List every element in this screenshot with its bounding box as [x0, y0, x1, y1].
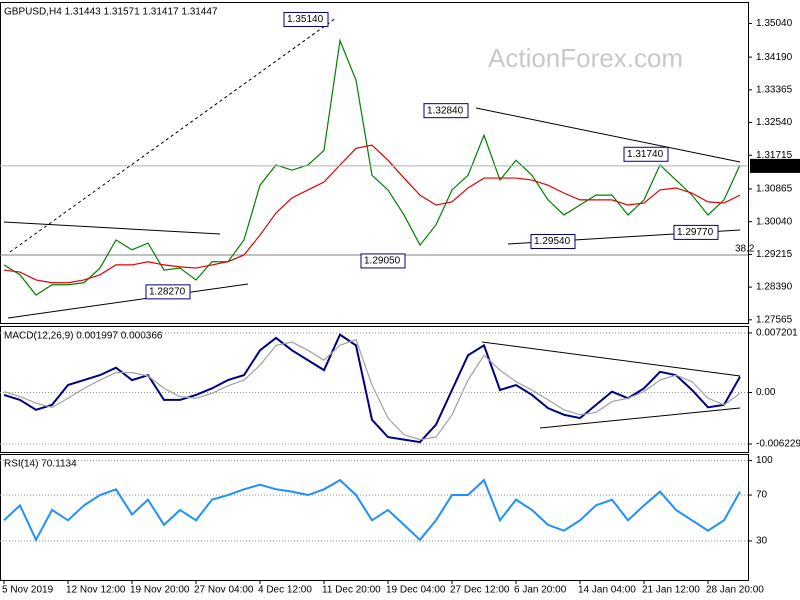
trend-line — [475, 107, 741, 163]
y-tick-label: 1.34190 — [756, 52, 793, 63]
annotation-box — [145, 284, 191, 300]
x-tick-label: 19 Nov 20:00 — [130, 585, 190, 596]
series-line — [3, 144, 741, 284]
y-tick-label: 1.31715 — [756, 150, 793, 161]
annotation-box — [423, 103, 469, 119]
y-tick-label: 30 — [756, 536, 768, 547]
annotation-label: 1.29770 — [677, 227, 714, 238]
fib-label: 38.2 — [735, 244, 755, 255]
y-tick-label: 1.33365 — [756, 84, 793, 95]
x-tick-label: 28 Jan 20:00 — [706, 585, 764, 596]
rsi-panel — [0, 454, 749, 581]
trend-line — [481, 341, 741, 377]
y-tick-label: 0.007201 — [756, 328, 798, 339]
x-tick-label: 27 Dec 12:00 — [450, 585, 510, 596]
x-tick-label: 14 Jan 04:00 — [578, 585, 636, 596]
y-tick-label: 100 — [756, 455, 773, 466]
trend-line — [9, 17, 337, 253]
annotation-label: 1.32840 — [427, 105, 464, 116]
annotation-box — [623, 146, 669, 162]
annotation-label: 1.29540 — [534, 236, 571, 247]
x-tick-label: 4 Dec 12:00 — [258, 585, 312, 596]
annotation-box — [673, 224, 719, 240]
x-tick-label: 11 Dec 20:00 — [322, 585, 381, 596]
panel-title: MACD(12,26,9) 0.001997 0.000366 — [4, 331, 163, 342]
y-tick-label: 1.30040 — [756, 216, 793, 227]
series-line — [3, 338, 741, 441]
series-line — [3, 478, 741, 543]
x-tick-label: 12 Nov 12:00 — [66, 585, 126, 596]
y-tick-label: 0.00 — [756, 387, 776, 398]
annotation-label: 1.28270 — [149, 287, 186, 298]
y-tick-label: 1.35040 — [756, 18, 793, 29]
x-tick-label: 21 Jan 12:00 — [642, 585, 700, 596]
y-tick-label: 70 — [756, 490, 768, 501]
annotation-box — [283, 11, 329, 27]
y-tick-label: 1.30865 — [756, 184, 793, 195]
trend-line — [539, 407, 741, 429]
y-tick-label: 1.28390 — [756, 282, 793, 293]
x-tick-label: 19 Dec 04:00 — [386, 585, 446, 596]
trend-line — [7, 283, 249, 319]
annotation-box — [530, 234, 576, 250]
y-tick-label: 1.29215 — [756, 249, 793, 260]
y-tick-label: 1.32540 — [756, 117, 793, 128]
annotation-label: 1.35140 — [287, 14, 324, 25]
annotation-box — [360, 253, 406, 269]
y-tick-label: 1.27565 — [756, 314, 793, 325]
x-tick-label: 5 Nov 2019 — [2, 585, 54, 596]
x-tick-label: 6 Jan 20:00 — [514, 585, 567, 596]
annotation-label: 1.31740 — [627, 149, 664, 160]
last-price-label: 1.31447 — [754, 161, 791, 172]
annotation-label: 1.29050 — [364, 256, 401, 267]
panel-title: GBPUSD,H4 1.31443 1.31571 1.31417 1.3144… — [4, 7, 218, 18]
trend-line — [3, 221, 221, 235]
last-price-box — [750, 158, 800, 173]
watermark: ActionForex.com — [488, 43, 683, 73]
x-tick-label: 27 Nov 04:00 — [194, 585, 254, 596]
price-panel — [0, 2, 749, 324]
series-line — [3, 333, 741, 444]
panel-title: RSI(14) 70.1134 — [4, 459, 77, 470]
y-tick-label: -0.006229 — [756, 439, 800, 450]
macd-panel — [0, 326, 749, 453]
